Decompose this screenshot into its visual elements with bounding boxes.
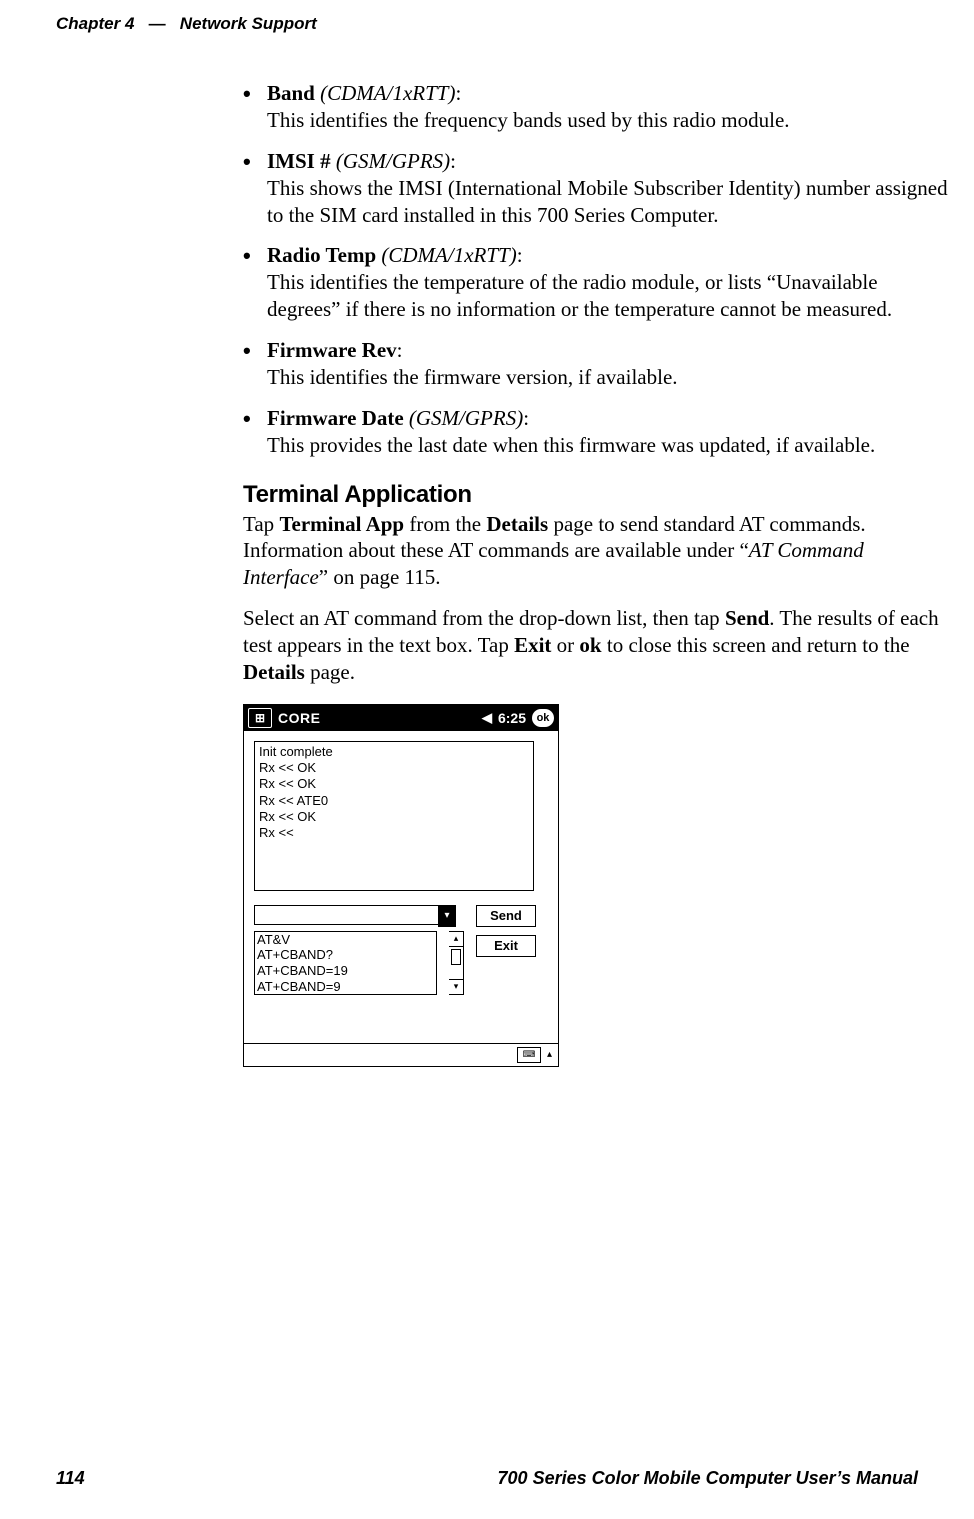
list-item: IMSI # (GSM/GPRS): This shows the IMSI (… [243, 148, 953, 229]
manual-title: 700 Series Color Mobile Computer User’s … [498, 1468, 918, 1489]
list-item: Firmware Rev: This identifies the firmwa… [243, 337, 953, 391]
list-item[interactable]: AT&V [257, 932, 434, 948]
body-paragraph: Select an AT command from the drop-down … [243, 605, 953, 686]
header-section: Network Support [180, 14, 317, 33]
pda-screenshot: ⊞ CORE ◀ 6:25 ok Init complete Rx << OK … [243, 704, 559, 1067]
qualifier: (CDMA/1xRTT) [381, 243, 516, 267]
scroll-up-icon[interactable]: ▴ [449, 932, 463, 947]
list-item[interactable]: AT+CBAND=19 [257, 963, 434, 979]
start-icon[interactable]: ⊞ [248, 708, 272, 728]
list-item: Firmware Date (GSM/GPRS): This provides … [243, 405, 953, 459]
taskbar-up-icon[interactable]: ▴ [547, 1049, 552, 1060]
exit-button[interactable]: Exit [476, 935, 536, 957]
description: This identifies the temperature of the r… [267, 270, 892, 321]
term: Band [267, 81, 315, 105]
scroll-thumb[interactable] [449, 947, 463, 979]
ok-button[interactable]: ok [532, 709, 554, 727]
bullet-list: Band (CDMA/1xRTT): This identifies the f… [243, 80, 953, 459]
list-item: Band (CDMA/1xRTT): This identifies the f… [243, 80, 953, 134]
scrollbar[interactable]: ▴ ▾ [449, 931, 464, 995]
description: This shows the IMSI (International Mobil… [267, 176, 948, 227]
speaker-icon[interactable]: ◀ [482, 710, 492, 726]
taskbar: ⌨ ▴ [244, 1043, 558, 1066]
body-paragraph: Tap Terminal App from the Details page t… [243, 511, 953, 592]
description: This identifies the firmware version, if… [267, 365, 678, 389]
send-button[interactable]: Send [476, 905, 536, 927]
term: Firmware Rev [267, 338, 397, 362]
page-header: Chapter 4 — Network Support [56, 14, 918, 34]
qualifier: (CDMA/1xRTT) [320, 81, 455, 105]
page-number: 114 [56, 1468, 85, 1489]
clock-text: 6:25 [498, 710, 526, 726]
description: This identifies the frequency bands used… [267, 108, 790, 132]
list-item[interactable]: AT+CBAND? [257, 947, 434, 963]
header-chapter: Chapter 4 [56, 14, 134, 33]
titlebar: ⊞ CORE ◀ 6:25 ok [244, 705, 558, 731]
command-combo[interactable]: ▾ [254, 905, 456, 925]
command-listbox[interactable]: AT&V AT+CBAND? AT+CBAND=19 AT+CBAND=9 [254, 931, 437, 995]
list-item: Radio Temp (CDMA/1xRTT): This identifies… [243, 242, 953, 323]
window-title: CORE [278, 710, 320, 726]
term: IMSI # [267, 149, 331, 173]
log-textbox: Init complete Rx << OK Rx << OK Rx << AT… [254, 741, 534, 891]
header-dash: — [139, 14, 175, 33]
qualifier: (GSM/GPRS) [409, 406, 523, 430]
chevron-down-icon[interactable]: ▾ [438, 905, 456, 927]
term: Radio Temp [267, 243, 376, 267]
page-footer: 114 700 Series Color Mobile Computer Use… [56, 1468, 918, 1489]
scroll-down-icon[interactable]: ▾ [449, 979, 463, 994]
qualifier: (GSM/GPRS) [336, 149, 450, 173]
term: Firmware Date [267, 406, 404, 430]
section-heading: Terminal Application [243, 481, 953, 509]
keyboard-icon[interactable]: ⌨ [517, 1047, 541, 1063]
description: This provides the last date when this fi… [267, 433, 875, 457]
list-item[interactable]: AT+CBAND=9 [257, 979, 434, 995]
